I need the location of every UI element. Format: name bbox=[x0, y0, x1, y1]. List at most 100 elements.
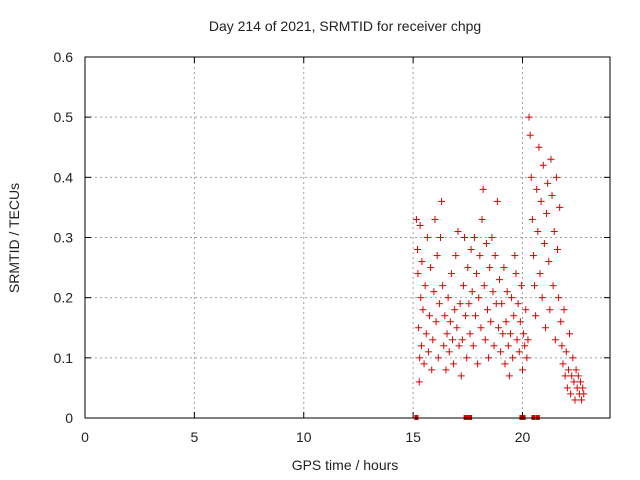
data-point bbox=[555, 294, 563, 302]
data-point bbox=[556, 203, 564, 211]
data-point bbox=[563, 384, 571, 392]
data-point bbox=[501, 360, 509, 368]
data-point bbox=[574, 372, 582, 380]
data-point bbox=[449, 336, 456, 344]
data-point bbox=[414, 246, 421, 254]
data-point bbox=[571, 396, 579, 404]
data-point bbox=[494, 324, 502, 332]
data-point bbox=[440, 342, 448, 350]
data-point bbox=[580, 390, 588, 398]
chart-title: Day 214 of 2021, SRMTID for receiver chp… bbox=[209, 18, 481, 34]
data-point bbox=[486, 264, 494, 272]
data-point bbox=[578, 396, 586, 404]
data-point bbox=[453, 324, 461, 332]
data-point bbox=[572, 366, 580, 374]
data-point bbox=[474, 360, 482, 368]
data-point bbox=[416, 354, 424, 362]
data-point bbox=[540, 240, 548, 248]
data-point bbox=[415, 378, 423, 386]
y-tick-label: 0.2 bbox=[54, 290, 74, 306]
tick-labels: 0 5 10 15 20 0 0.1 0.2 0.3 0.4 0.5 0.6 bbox=[54, 49, 531, 445]
data-point bbox=[562, 348, 570, 356]
x-tick-label: 0 bbox=[81, 429, 89, 445]
data-point bbox=[499, 330, 507, 338]
data-point bbox=[515, 348, 523, 356]
x-tick-label: 20 bbox=[515, 429, 531, 445]
data-point bbox=[526, 131, 534, 139]
data-point bbox=[432, 318, 440, 326]
data-point bbox=[445, 348, 453, 356]
data-point bbox=[473, 270, 481, 278]
x-tick-label: 15 bbox=[405, 429, 421, 445]
data-point bbox=[427, 264, 435, 272]
data-point bbox=[510, 312, 518, 320]
data-point bbox=[502, 318, 510, 326]
axis-ticks bbox=[84, 56, 610, 419]
data-point bbox=[524, 336, 532, 344]
data-point bbox=[428, 366, 436, 374]
data-point bbox=[429, 336, 437, 344]
data-point bbox=[479, 185, 487, 193]
data-point bbox=[444, 294, 452, 302]
data-point bbox=[538, 294, 546, 302]
data-point bbox=[414, 270, 422, 278]
data-point bbox=[418, 258, 426, 266]
data-point bbox=[476, 252, 484, 260]
data-point bbox=[533, 185, 541, 193]
data-point bbox=[517, 282, 525, 290]
y-tick-label: 0.4 bbox=[54, 169, 74, 185]
data-point bbox=[545, 258, 553, 266]
data-point bbox=[415, 324, 423, 332]
data-point bbox=[435, 300, 443, 308]
data-point bbox=[514, 300, 522, 308]
data-point bbox=[506, 330, 514, 338]
data-point bbox=[504, 342, 512, 350]
data-point bbox=[546, 306, 554, 314]
data-point bbox=[481, 336, 489, 344]
data-point bbox=[516, 318, 524, 326]
data-point bbox=[442, 366, 450, 374]
data-point bbox=[451, 306, 459, 314]
data-point bbox=[508, 294, 516, 302]
data-point bbox=[475, 294, 483, 302]
data-point bbox=[552, 173, 560, 181]
data-point bbox=[503, 288, 511, 296]
data-point bbox=[512, 270, 520, 278]
data-point bbox=[511, 252, 519, 260]
data-point bbox=[560, 306, 568, 314]
data-point bbox=[439, 282, 447, 290]
data-point bbox=[576, 378, 584, 386]
data-point bbox=[462, 312, 470, 320]
data-point bbox=[548, 191, 556, 199]
data-point bbox=[568, 372, 576, 380]
data-point bbox=[436, 234, 444, 241]
data-point bbox=[547, 155, 555, 163]
data-point bbox=[535, 143, 543, 151]
data-point bbox=[500, 264, 508, 272]
data-point bbox=[461, 234, 469, 241]
data-point bbox=[536, 270, 544, 278]
data-point bbox=[426, 312, 434, 320]
x-tick-label: 10 bbox=[296, 429, 312, 445]
data-point bbox=[559, 360, 567, 368]
data-point bbox=[484, 306, 491, 314]
data-point bbox=[491, 252, 499, 260]
data-point bbox=[422, 330, 430, 338]
data-point bbox=[457, 372, 465, 380]
grid-layer bbox=[85, 57, 610, 418]
data-point bbox=[549, 282, 557, 290]
y-tick-label: 0.6 bbox=[54, 49, 74, 65]
data-point bbox=[452, 252, 460, 260]
data-point bbox=[569, 354, 577, 362]
x-axis-label: GPS time / hours bbox=[292, 457, 399, 473]
data-point bbox=[534, 227, 542, 235]
data-point bbox=[544, 179, 552, 187]
data-point bbox=[561, 372, 569, 380]
data-point bbox=[430, 288, 438, 296]
data-point bbox=[441, 312, 449, 320]
data-point bbox=[477, 324, 485, 332]
data-point bbox=[466, 330, 474, 338]
y-tick-label: 0 bbox=[65, 410, 73, 426]
data-point bbox=[470, 234, 478, 241]
